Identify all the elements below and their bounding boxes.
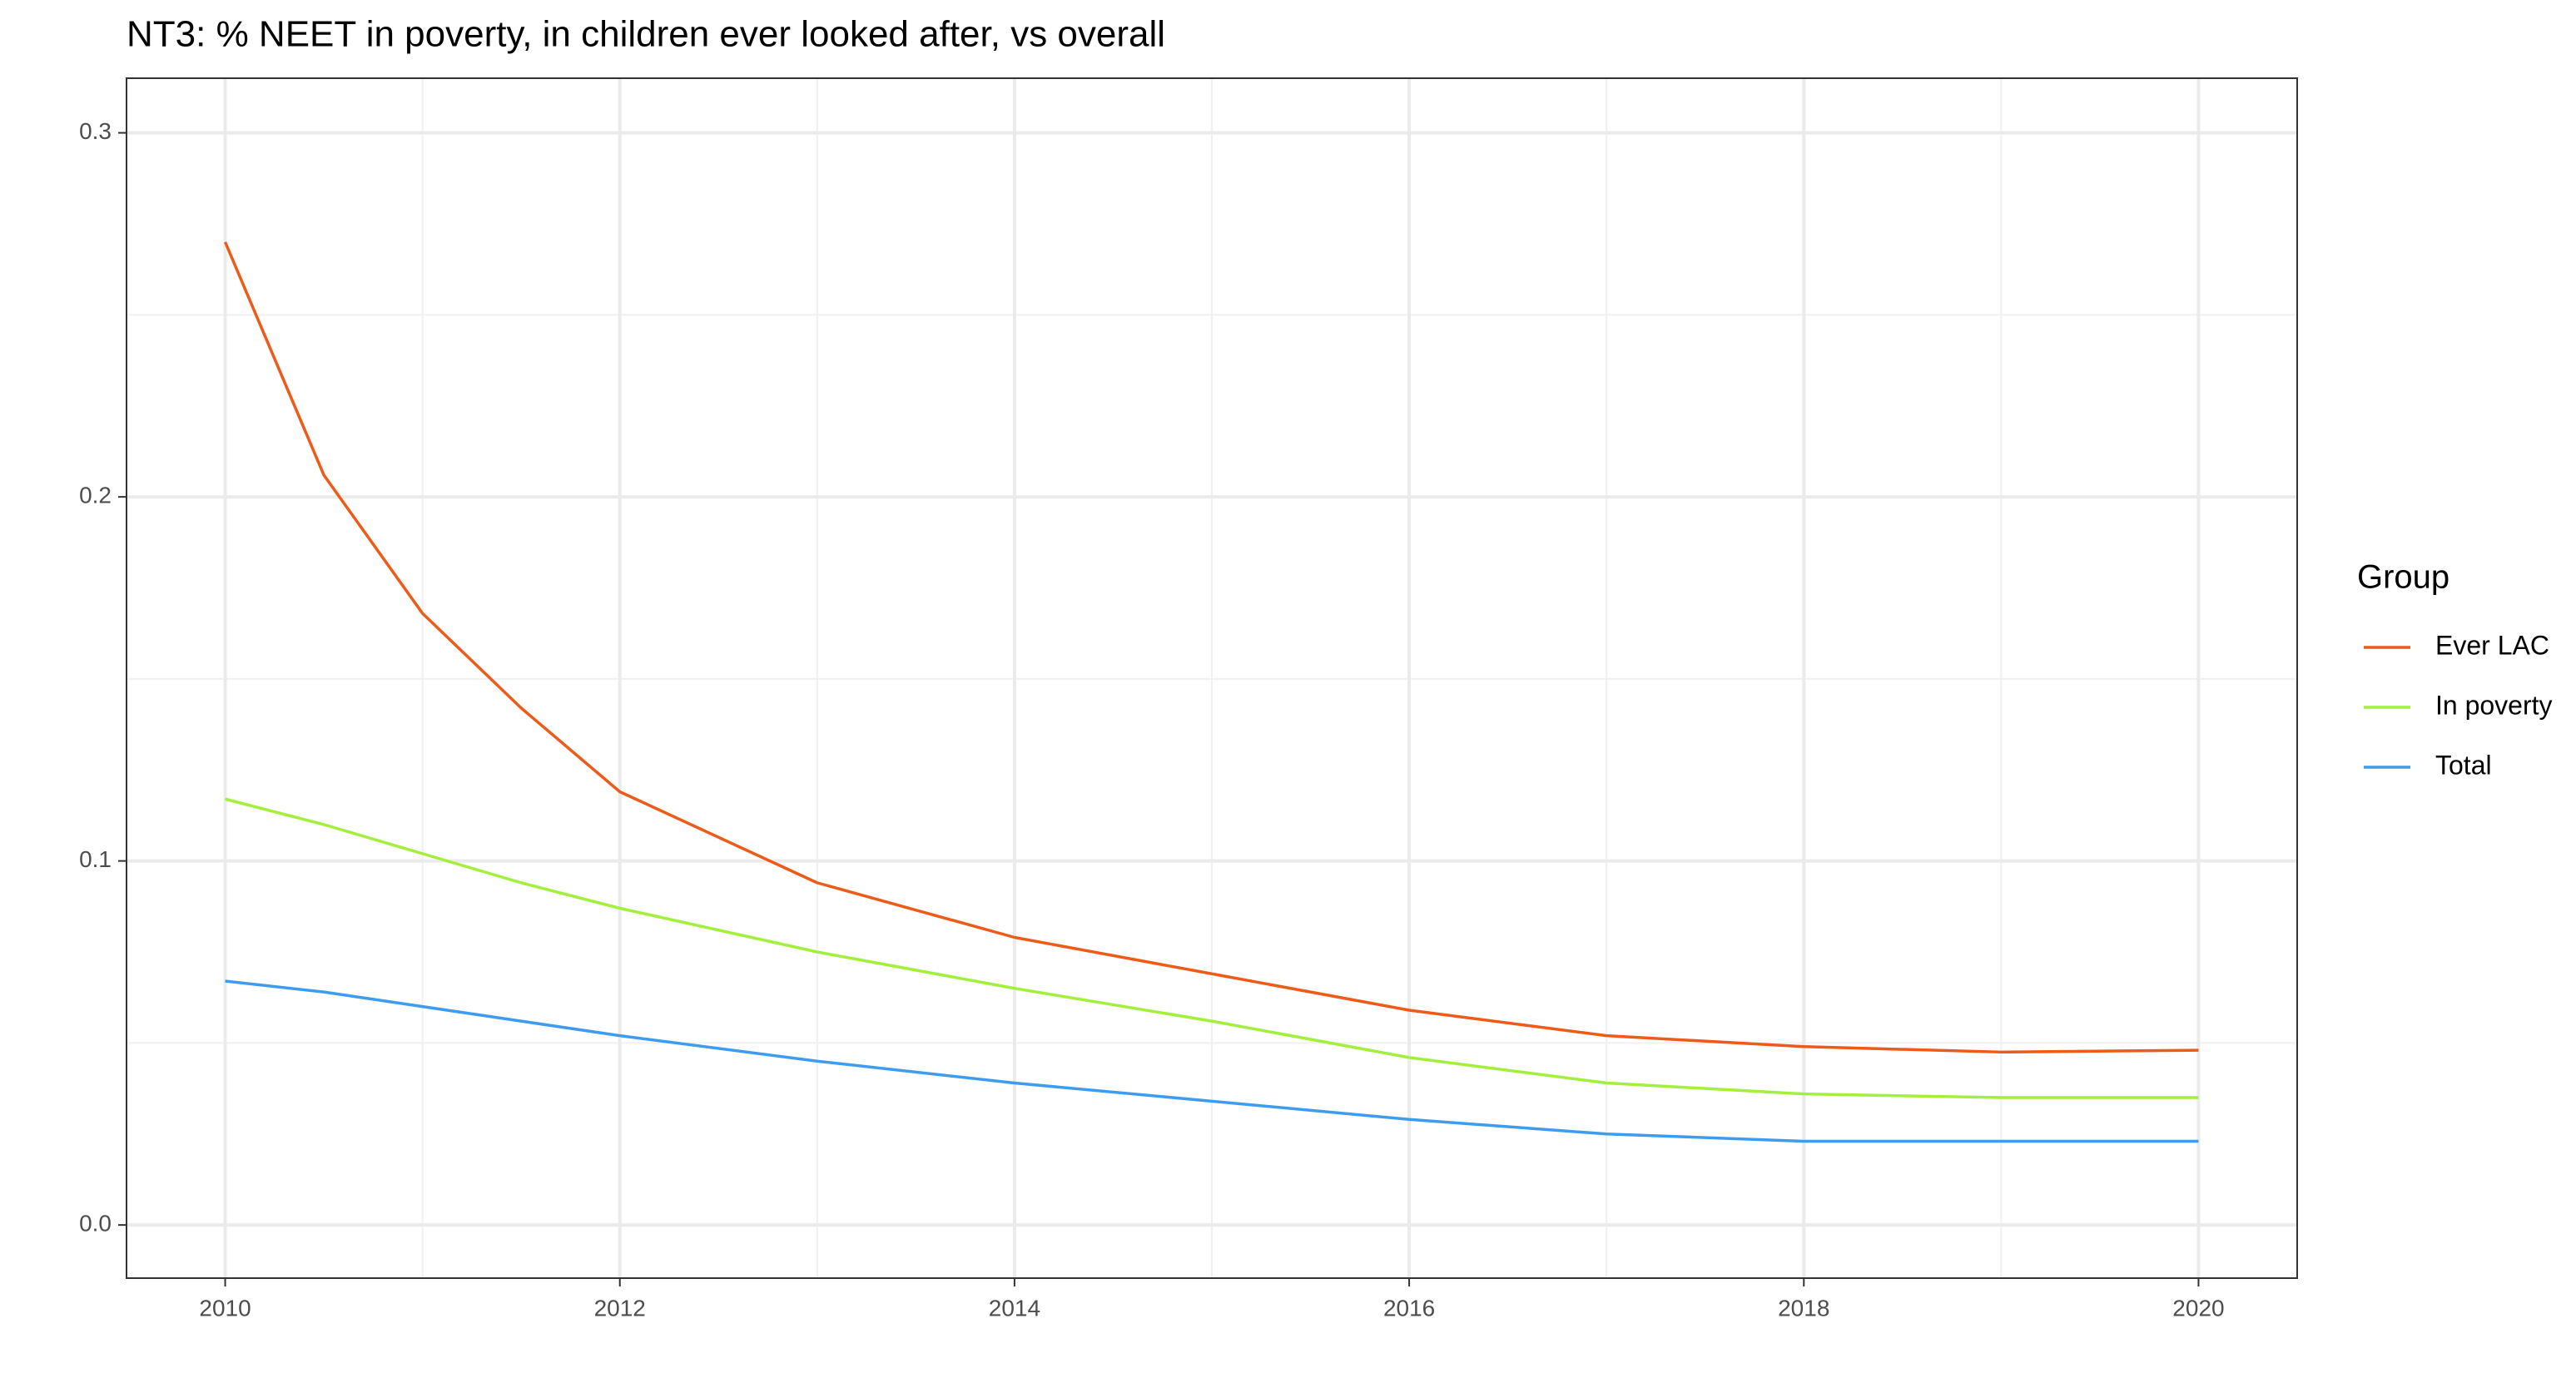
x-tick-label: 2020 (2172, 1295, 2224, 1321)
line (225, 797, 2199, 1099)
x-tick-label: 2014 (989, 1295, 1040, 1321)
y-tick-label: 0.3 (79, 118, 112, 144)
legend-label: Ever LAC (2435, 630, 2549, 660)
chart-title: NT3: % NEET in poverty, in children ever… (127, 14, 1165, 55)
legend-title: Group (2357, 559, 2449, 596)
panel-border (126, 77, 2298, 1279)
x-tick-label: 2012 (594, 1295, 646, 1321)
y-tick-label: 0.0 (79, 1211, 112, 1237)
x-tick-label: 2016 (1383, 1295, 1435, 1321)
y-tick-label: 0.1 (79, 846, 112, 872)
y-tick-label: 0.2 (79, 483, 112, 508)
line (225, 979, 2199, 1143)
x-tick-label: 2018 (1778, 1295, 1829, 1321)
legend-label: In poverty (2435, 690, 2553, 720)
line (223, 241, 2199, 1054)
legend-label: Total (2435, 750, 2492, 780)
x-tick-label: 2010 (199, 1295, 251, 1321)
